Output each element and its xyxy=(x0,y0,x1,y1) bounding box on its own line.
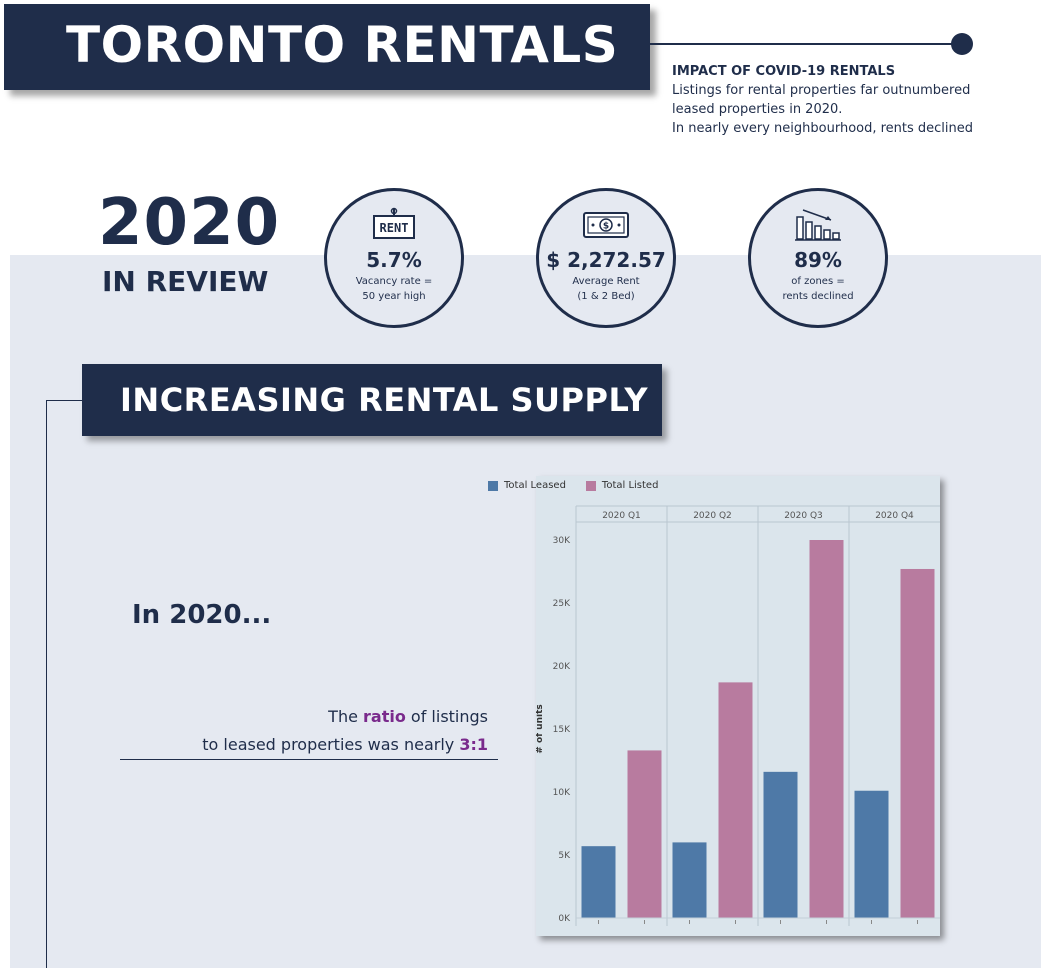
svg-text:$: $ xyxy=(603,222,609,232)
intro-line: leased properties in 2020. xyxy=(672,102,843,117)
legend-swatch-listed xyxy=(585,480,596,491)
stat-caption: of zones = rents declined xyxy=(761,274,875,304)
legend-item-leased: Total Leased xyxy=(488,480,566,491)
section-banner: INCREASING RENTAL SUPPLY xyxy=(82,364,662,436)
y-tick-label: 15K xyxy=(553,725,571,735)
stat-caption-line: 50 year high xyxy=(362,291,426,302)
legend-item-listed: Total Listed xyxy=(585,480,659,491)
y-tick-label: 20K xyxy=(553,662,571,672)
title-connector-dot xyxy=(951,33,973,55)
stat-caption: Vacancy rate = 50 year high xyxy=(337,274,451,304)
ratio-underline xyxy=(120,759,498,760)
bar-total-listed xyxy=(809,540,844,918)
ratio-text-part: The xyxy=(328,707,364,726)
bar-total-leased xyxy=(854,790,889,918)
y-tick-label: 0K xyxy=(558,914,571,924)
stat-caption-line: Vacancy rate = xyxy=(355,276,433,287)
ratio-line-2: to leased properties was nearly 3:1 xyxy=(120,731,488,759)
y-tick-label: 30K xyxy=(553,536,571,546)
section-title: INCREASING RENTAL SUPPLY xyxy=(120,381,649,419)
stat-value: $ 2,272.57 xyxy=(546,248,666,272)
y-axis-label: # of units xyxy=(536,704,545,753)
legend-label: Total Listed xyxy=(601,480,659,491)
stat-average-rent: $ $ 2,272.57 Average Rent (1 & 2 Bed) xyxy=(536,188,676,328)
stat-caption-line: (1 & 2 Bed) xyxy=(577,291,635,302)
ratio-value: 3:1 xyxy=(459,735,488,754)
stat-value: 5.7% xyxy=(366,248,422,272)
rental-supply-chart: 2020 Q1 2020 Q2 2020 Q3 2020 Q4 0K 5K 10K 15K 20… xyxy=(536,505,940,926)
category-header: 2020 Q2 xyxy=(693,511,732,521)
intro-line: In nearly every neighbourhood, rents dec… xyxy=(672,121,974,136)
money-bill-icon: $ xyxy=(539,207,673,241)
stat-caption-line: of zones = xyxy=(791,276,845,287)
stat-zones-declined: 89% of zones = rents declined xyxy=(748,188,888,328)
category-header: 2020 Q3 xyxy=(784,511,823,521)
in-year-heading: In 2020... xyxy=(132,600,272,630)
bar-total-leased xyxy=(581,846,616,918)
declining-bars-icon xyxy=(751,207,885,241)
stat-caption: Average Rent (1 & 2 Bed) xyxy=(549,274,663,304)
bar-total-leased xyxy=(672,842,707,918)
ratio-text-part: of listings xyxy=(405,707,488,726)
stat-vacancy: RENT 5.7% Vacancy rate = 50 year high xyxy=(324,188,464,328)
category-header: 2020 Q4 xyxy=(875,511,914,521)
ratio-statement: The ratio of listings to leased properti… xyxy=(120,703,488,759)
intro-text: IMPACT OF COVID-19 RENTALS Listings for … xyxy=(672,62,1032,138)
review-year: 2020 xyxy=(98,186,281,260)
bar-total-listed xyxy=(627,750,662,918)
ratio-line-1: The ratio of listings xyxy=(120,703,488,731)
rent-sign-text: RENT xyxy=(380,221,409,235)
intro-line: Listings for rental properties far outnu… xyxy=(672,83,971,98)
section-connector-horizontal xyxy=(46,400,82,401)
y-tick-label: 25K xyxy=(553,599,571,609)
review-label: IN REVIEW xyxy=(102,265,269,298)
intro-heading: IMPACT OF COVID-19 RENTALS xyxy=(672,64,896,79)
stat-caption-line: Average Rent xyxy=(572,276,640,287)
section-connector-vertical xyxy=(46,400,47,968)
y-tick-label: 10K xyxy=(553,788,571,798)
rent-sign-icon: RENT xyxy=(327,207,461,241)
category-header: 2020 Q1 xyxy=(602,511,641,521)
stat-caption-line: rents declined xyxy=(782,291,854,302)
bar-total-listed xyxy=(718,682,753,918)
bar-total-leased xyxy=(763,771,798,918)
ratio-text-part: to leased properties was nearly xyxy=(202,735,460,754)
ratio-word: ratio xyxy=(363,707,406,726)
stat-value: 89% xyxy=(794,248,842,272)
legend-swatch-leased xyxy=(488,480,498,491)
page-title: TORONTO RENTALS xyxy=(66,16,619,74)
title-connector-line xyxy=(650,43,955,45)
title-banner: TORONTO RENTALS xyxy=(4,4,650,90)
bar-total-listed xyxy=(900,568,935,918)
chart-legend: Total Leased Total Listed xyxy=(488,480,658,491)
y-tick-label: 5K xyxy=(558,851,571,861)
legend-label: Total Leased xyxy=(504,480,566,491)
